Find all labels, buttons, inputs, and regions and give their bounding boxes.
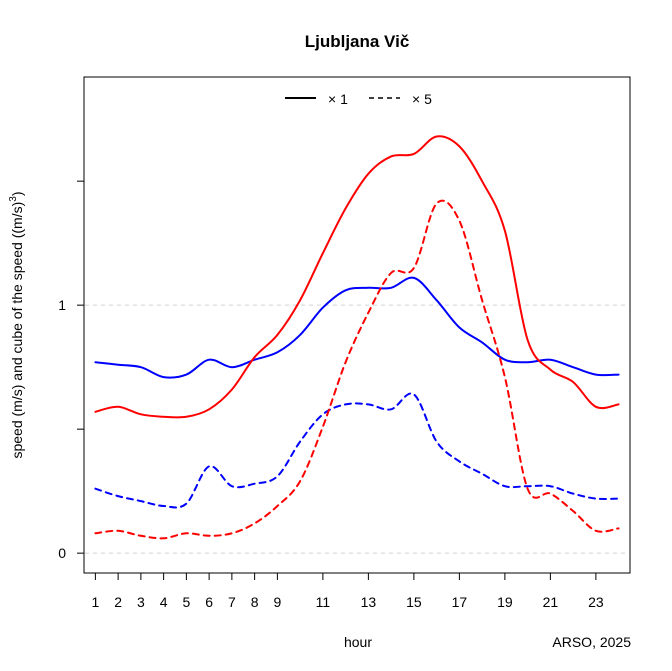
x-tick-label-5: 6: [205, 594, 213, 610]
y-axis-label: speed (m/s) and cube of the speed ((m/s)…: [8, 191, 25, 458]
series-line-0: [94, 276, 620, 379]
y-axis: 01: [58, 180, 85, 561]
grid-lines: [85, 304, 629, 554]
series-lines: [94, 135, 620, 540]
legend-label-2: × 5: [412, 91, 432, 107]
x-tick-label-1: 2: [114, 594, 122, 610]
x-tick-label-8: 9: [273, 594, 281, 610]
y-tick-label-2: 1: [58, 297, 66, 313]
x-tick-label-12: 17: [452, 594, 468, 610]
y-tick-label-0: 0: [58, 545, 66, 561]
source-credit: ARSO, 2025: [552, 634, 631, 650]
series-line-2: [94, 392, 620, 509]
y-axis-label-close: ): [9, 191, 25, 196]
x-tick-label-9: 11: [316, 594, 331, 610]
series-line-1: [94, 135, 620, 419]
x-tick-label-13: 19: [497, 594, 513, 610]
chart-title: Ljubljana Vič: [305, 32, 410, 51]
x-tick-label-10: 13: [361, 594, 377, 610]
x-axis-label: hour: [344, 634, 372, 650]
y-axis-label-main: speed (m/s) and cube of the speed ((m/s): [9, 202, 25, 459]
x-tick-label-14: 21: [543, 594, 559, 610]
x-tick-label-11: 15: [406, 594, 422, 610]
x-tick-label-4: 5: [182, 594, 190, 610]
x-axis: 1 2 3 4 5 6 7 8 9 11 13 15 17 19 21 23: [91, 572, 604, 610]
x-tick-label-2: 3: [137, 594, 145, 610]
series-line-3: [94, 199, 620, 540]
x-tick-label-0: 1: [91, 594, 99, 610]
x-tick-label-7: 8: [251, 594, 259, 610]
legend: × 1 × 5: [285, 91, 432, 107]
x-tick-label-6: 7: [228, 594, 236, 610]
y-axis-label-superscript: 3: [8, 196, 19, 202]
legend-label-1: × 1: [328, 91, 348, 107]
x-tick-label-3: 4: [160, 594, 168, 610]
x-tick-label-15: 23: [588, 594, 604, 610]
